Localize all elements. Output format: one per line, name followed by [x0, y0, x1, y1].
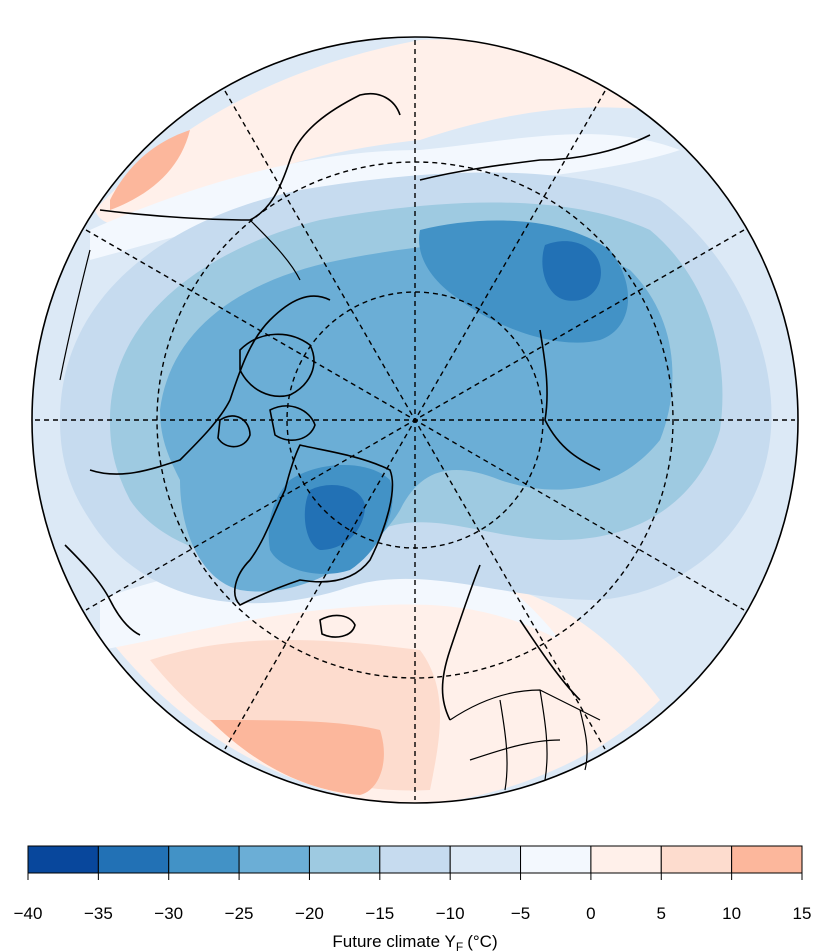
field-hot-atlantic	[210, 720, 384, 795]
polar-map	[31, 36, 799, 804]
legend-title-unit: (°C)	[467, 932, 497, 951]
europe-borders	[449, 689, 601, 791]
field-band-minus5-0-pacific	[90, 134, 680, 260]
legend-color-box	[590, 845, 662, 874]
legend-tick-labels: −40 −35 −30 −25 −20 −15 −10 −5 0 5 10 15	[14, 904, 812, 923]
legend-color-box	[27, 845, 99, 874]
legend-color-box	[449, 845, 522, 874]
legend-color-box	[168, 845, 240, 874]
legend-title: Future climate YF (°C)	[332, 932, 497, 952]
legend-color-box	[660, 845, 733, 874]
legend-color-box	[308, 845, 381, 874]
legend-tick-label: 5	[657, 904, 666, 923]
legend-tick-label: 0	[586, 904, 595, 923]
temperature-field	[32, 37, 798, 803]
legend-tick-label: −20	[295, 904, 324, 923]
graticule	[35, 40, 795, 800]
legend-color-box	[238, 845, 310, 874]
field-band-minus35-minus30-greenland	[304, 485, 365, 550]
field-band-minus35-minus30-siberia	[542, 241, 601, 301]
legend-tick-label: −35	[84, 904, 113, 923]
map-outline	[31, 36, 799, 804]
north-american-border	[59, 219, 301, 381]
legend-color-box	[731, 845, 803, 874]
legend-color-box	[97, 845, 170, 874]
legend-tick-label: −25	[225, 904, 254, 923]
legend-color-box	[379, 845, 451, 874]
legend-tick-label: −30	[154, 904, 183, 923]
legend-tick-label: −10	[436, 904, 465, 923]
eurasia-coastline	[419, 134, 651, 721]
legend-tick-label: −15	[365, 904, 394, 923]
greenland-coastline	[234, 444, 394, 606]
legend-color-boxes	[27, 845, 803, 874]
legend-tick-label: −5	[511, 904, 530, 923]
graticule-meridian-120	[85, 229, 745, 611]
legend-tick-label: 10	[722, 904, 741, 923]
legend-tick-label: 15	[793, 904, 812, 923]
north-america-coastline	[64, 93, 401, 636]
color-legend: −40 −35 −30 −25 −20 −15 −10 −5 0 5 10 15 Future cli…	[14, 845, 812, 952]
legend-color-box	[520, 845, 592, 874]
legend-title-main: Future climate Y	[332, 932, 455, 951]
field-hot-pacific	[110, 130, 190, 210]
legend-ticks	[27, 873, 803, 880]
iceland-coastline	[319, 614, 356, 638]
legend-tick-label: −40	[14, 904, 43, 923]
coastlines	[59, 93, 651, 791]
legend-title-subscript: F	[456, 940, 463, 952]
